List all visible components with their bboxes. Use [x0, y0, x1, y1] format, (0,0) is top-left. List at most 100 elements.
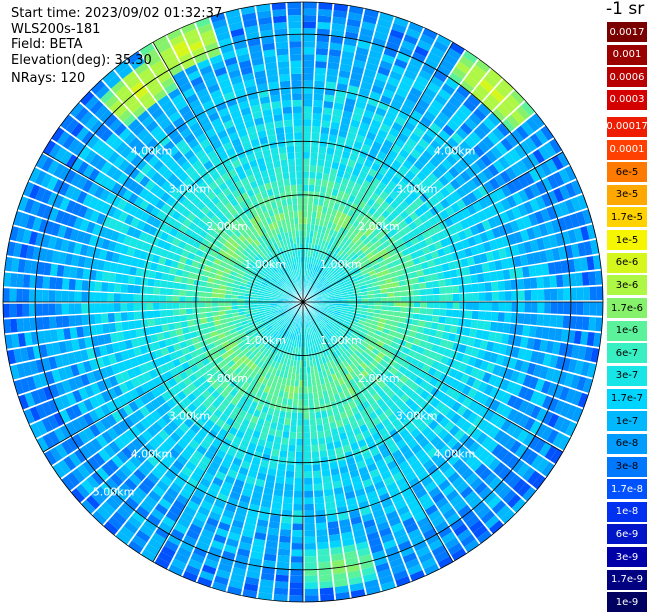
ppi-gate	[583, 287, 590, 300]
ppi-gate	[303, 93, 313, 100]
ppi-gate	[323, 101, 333, 109]
ppi-gate	[505, 302, 512, 312]
ppi-gate	[304, 400, 309, 407]
ppi-gate	[453, 294, 460, 301]
ppi-gate	[577, 287, 584, 300]
ppi-gate	[62, 316, 69, 328]
ppi-gate	[437, 272, 445, 280]
ppi-gate	[550, 315, 557, 327]
ppi-gate	[303, 211, 307, 218]
ppi-gate	[154, 318, 161, 326]
ppi-gate	[531, 290, 538, 301]
ppi-gate	[305, 563, 317, 570]
ppi-gate	[134, 320, 141, 328]
ppi-gate	[304, 478, 312, 485]
ppi-gate	[318, 15, 332, 22]
ppi-gate	[317, 35, 330, 42]
ppi-gate	[136, 268, 144, 277]
ppi-gate	[478, 283, 485, 292]
ppi-gate	[275, 430, 282, 438]
ppi-gate	[322, 469, 331, 477]
ppi-gate	[479, 302, 486, 310]
ppi-gate	[212, 293, 219, 298]
ppi-gate	[81, 303, 88, 313]
ppi-gate	[180, 283, 187, 289]
ppi-gate	[313, 198, 318, 205]
ppi-gate	[173, 282, 180, 289]
ppi-gate	[49, 304, 56, 316]
ppi-gate	[303, 9, 317, 16]
ppi-gate	[290, 425, 296, 432]
ppi-gate	[212, 298, 219, 302]
ppi-gate	[257, 302, 264, 304]
ppi-gate	[134, 312, 141, 320]
ppi-gate	[76, 268, 84, 279]
ppi-gate	[557, 288, 564, 300]
ppi-gate	[147, 319, 154, 327]
ppi-gate	[400, 312, 407, 317]
ppi-gate	[315, 412, 321, 419]
ppi-gate	[94, 292, 101, 302]
ppi-gate	[556, 275, 563, 287]
ppi-gate	[563, 316, 570, 329]
ppi-gate	[317, 542, 329, 549]
ppi-gate	[315, 61, 326, 68]
ppi-gate	[292, 537, 303, 544]
ppi-gate	[303, 230, 306, 237]
ppi-gate	[146, 303, 153, 310]
ppi-gate	[303, 35, 315, 42]
ppi-gate	[140, 286, 147, 294]
ppi-gate	[49, 316, 56, 328]
ppi-gate	[303, 2, 317, 9]
ppi-gate	[107, 303, 114, 312]
ppi-gate	[388, 302, 395, 306]
ppi-gate	[311, 146, 319, 153]
ppi-gate	[303, 67, 314, 74]
ppi-gate	[155, 272, 163, 280]
ppi-gate	[75, 303, 82, 314]
ppi-gate	[141, 319, 148, 327]
ppi-gate	[327, 515, 338, 523]
ppi-gate	[277, 470, 286, 477]
ppi-gate	[83, 326, 91, 337]
ppi-gate	[107, 293, 114, 302]
ppi-gate	[161, 324, 169, 332]
ppi-gate	[179, 309, 186, 315]
ppi-gate	[413, 314, 420, 320]
ppi-gate	[160, 295, 167, 302]
ppi-gate	[114, 313, 121, 322]
ppi-gate	[109, 323, 117, 333]
ppi-gate	[225, 298, 232, 302]
ppi-gate	[269, 521, 280, 529]
ppi-gate	[401, 297, 408, 302]
ppi-gate	[140, 294, 147, 302]
ppi-gate	[394, 307, 401, 312]
ppi-gate	[432, 316, 439, 323]
ppi-gate	[293, 399, 298, 406]
ppi-gate	[290, 432, 297, 439]
ppi-gate	[199, 292, 206, 297]
ppi-gate	[479, 292, 486, 300]
ppi-gate	[465, 284, 472, 292]
ppi-gate	[381, 293, 388, 297]
ppi-gate	[426, 315, 433, 322]
ppi-gate	[69, 279, 76, 290]
ppi-gate	[75, 280, 82, 291]
ppi-gate	[313, 464, 321, 471]
ppi-gate	[381, 302, 388, 306]
ppi-gate	[23, 318, 31, 331]
ppi-gate	[36, 317, 43, 330]
ppi-gate	[313, 100, 323, 107]
ppi-gate	[102, 324, 110, 334]
ppi-gate	[286, 471, 294, 478]
ppi-gate	[225, 302, 232, 306]
ppi-gate	[299, 387, 303, 394]
ppi-gate	[186, 314, 193, 320]
ppi-gate	[49, 277, 56, 289]
ppi-gate	[577, 302, 584, 315]
ppi-gate	[321, 120, 330, 128]
ppi-gate	[304, 497, 313, 504]
ppi-gate	[314, 81, 325, 88]
ppi-gate	[304, 393, 309, 400]
ppi-gate	[166, 310, 173, 317]
